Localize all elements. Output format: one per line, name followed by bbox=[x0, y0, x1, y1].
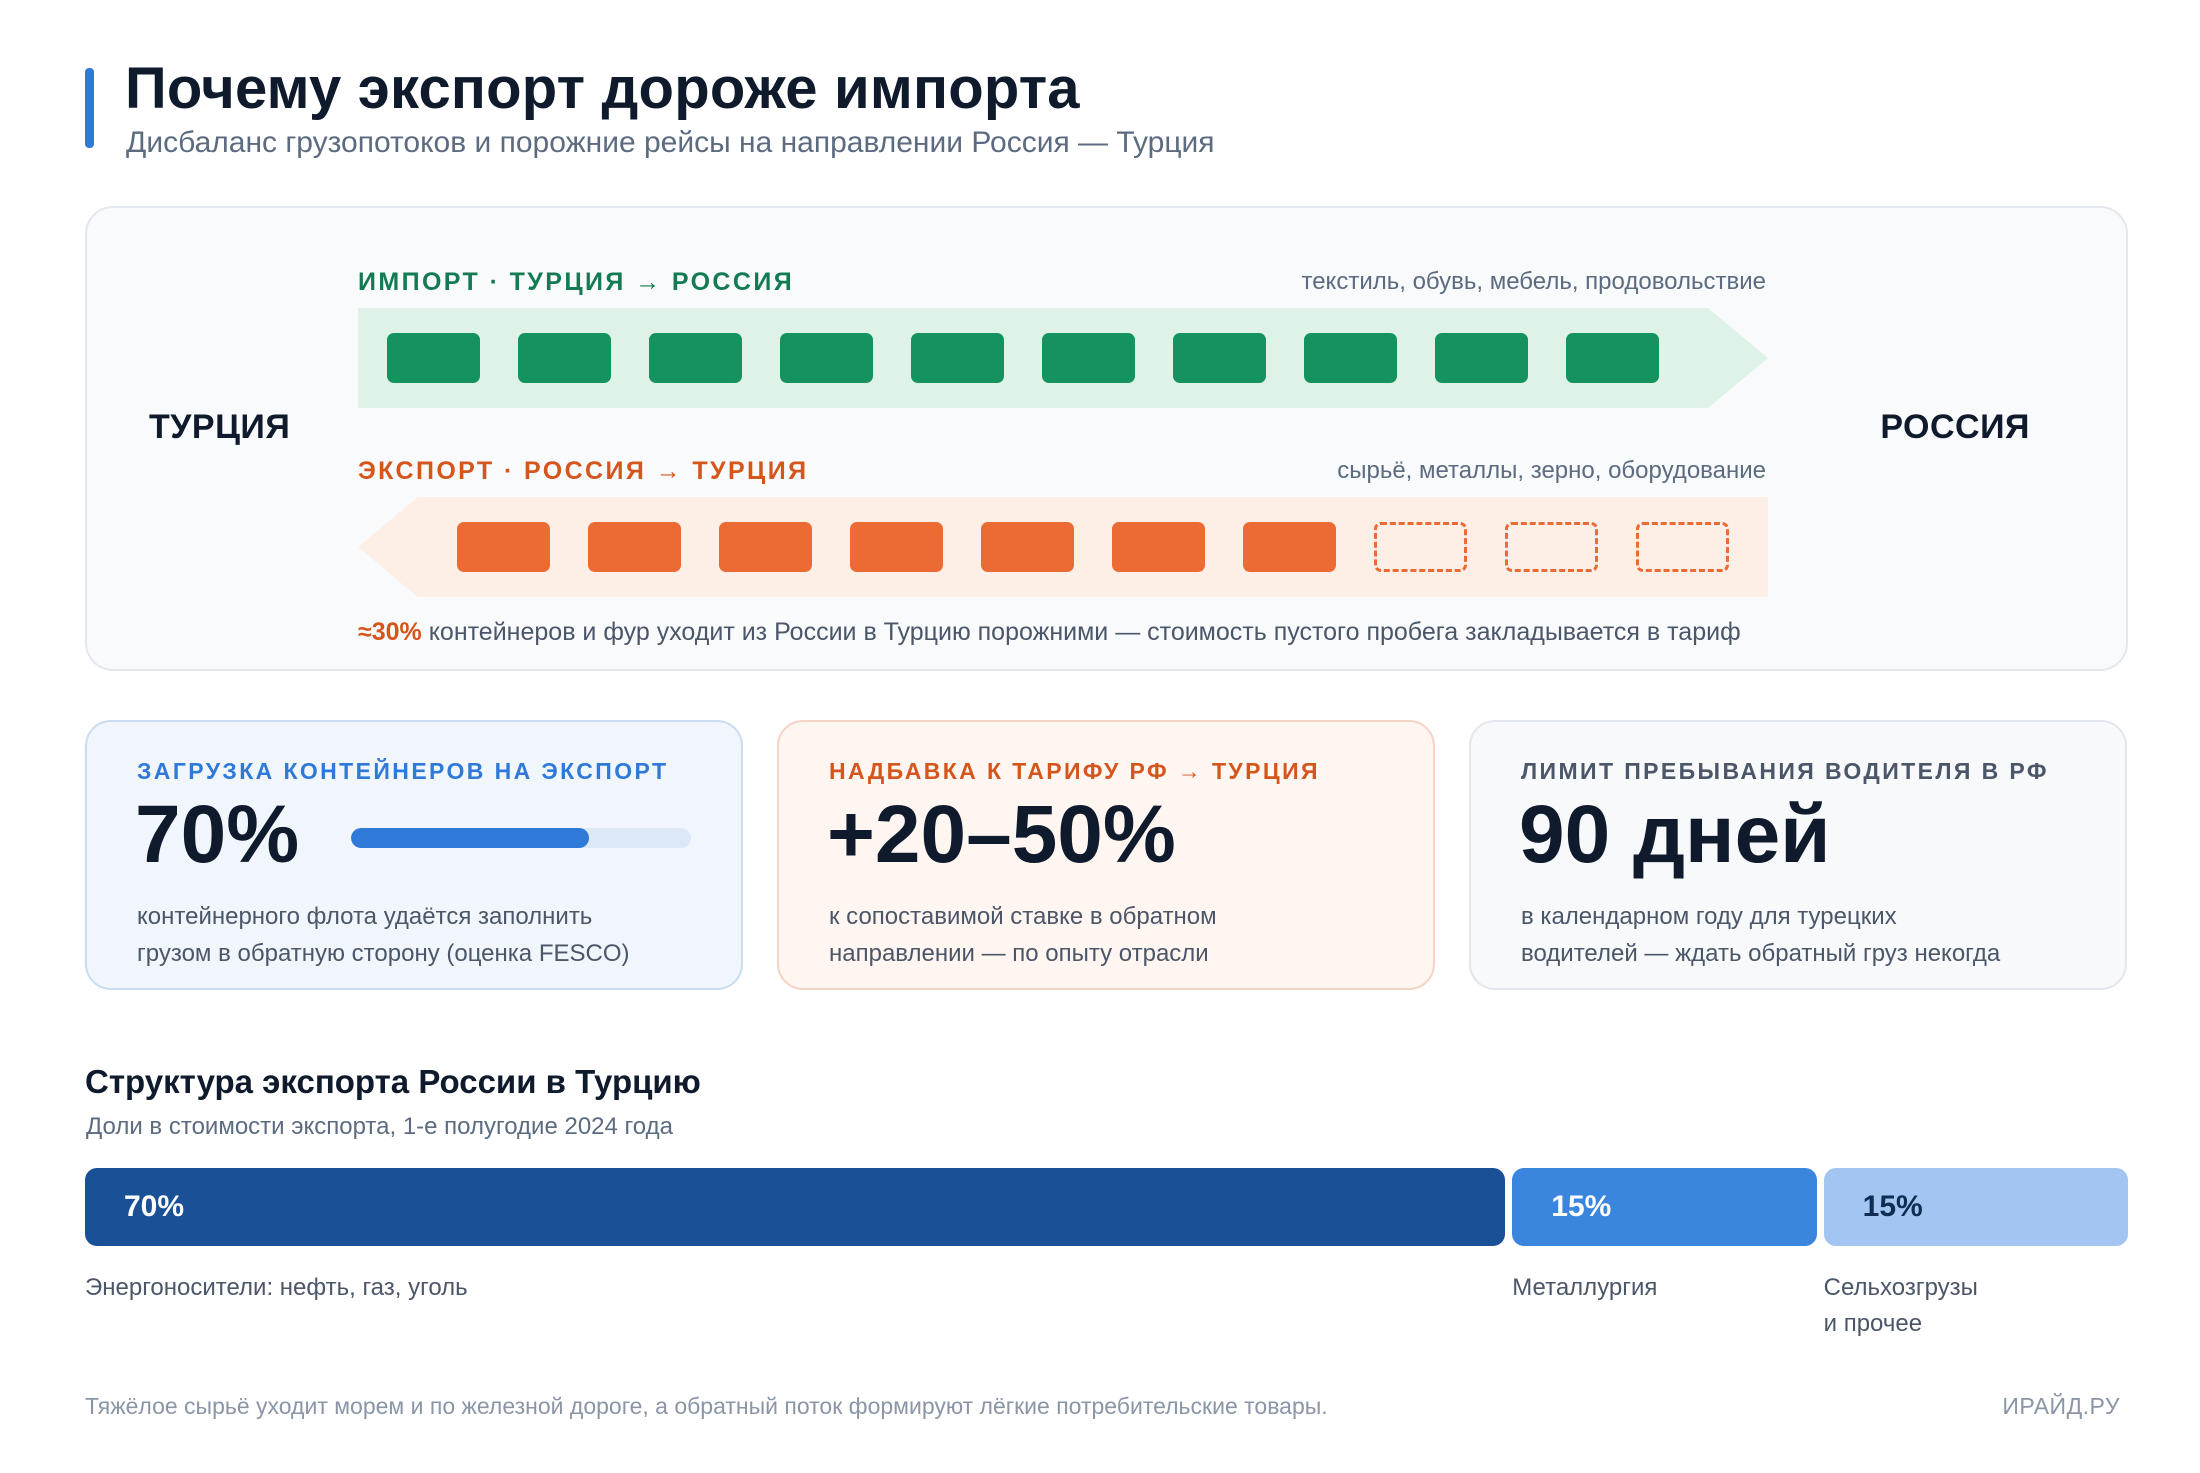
stat-card-description-line: водителей — ждать обратный груз некогда bbox=[1521, 940, 2001, 967]
stat-card-driver-limit: ЛИМИТ ПРЕБЫВАНИЯ ВОДИТЕЛЯ В РФ 90 дней в… bbox=[1469, 720, 2127, 990]
trade-flow-panel: ТУРЦИЯ РОССИЯ ИМПОРТ · ТУРЦИЯ → РОССИЯ т… bbox=[85, 206, 2128, 671]
import-container-box bbox=[518, 333, 611, 383]
export-lane-title: ЭКСПОРТ · РОССИЯ → ТУРЦИЯ bbox=[358, 457, 809, 485]
stat-card-label: НАДБАВКА К ТАРИФУ РФ → ТУРЦИЯ bbox=[829, 758, 1320, 784]
export-share-value: 15% bbox=[1551, 1190, 1612, 1223]
import-container-box bbox=[1173, 333, 1266, 383]
stat-card-description-line: в календарном году для турецких bbox=[1521, 903, 1897, 930]
export-share-label: Металлургия bbox=[1512, 1270, 1657, 1306]
export-container-box bbox=[1112, 522, 1205, 572]
stat-card-description: контейнерного флота удаётся заполнить гр… bbox=[137, 898, 717, 972]
export-share-label: Энергоносители: нефть, газ, уголь bbox=[85, 1270, 468, 1306]
brand-label: ИРАЙД.РУ bbox=[2002, 1393, 2120, 1419]
stat-card-description-line: к сопоставимой ставке в обратном bbox=[829, 903, 1217, 930]
export-share-segment: 15% bbox=[1512, 1168, 1817, 1246]
empty-container-box bbox=[1505, 522, 1598, 572]
export-share-value: 70% bbox=[124, 1190, 185, 1223]
destination-label-russia: РОССИЯ bbox=[1880, 408, 2030, 446]
empty-runs-share: ≈30% bbox=[358, 618, 422, 646]
export-share-value: 15% bbox=[1862, 1190, 1923, 1223]
origin-label-turkey: ТУРЦИЯ bbox=[149, 408, 291, 446]
import-container-box bbox=[1435, 333, 1528, 383]
export-container-box bbox=[719, 522, 812, 572]
export-share-label-line: Энергоносители: нефть, газ, уголь bbox=[85, 1274, 468, 1301]
stat-card-description-line: направлении — по опыту отрасли bbox=[829, 940, 1209, 967]
export-share-label-line: Металлургия bbox=[1512, 1274, 1658, 1301]
stat-card-value: 70% bbox=[135, 789, 300, 880]
stat-card-export-load: ЗАГРУЗКА КОНТЕЙНЕРОВ НА ЭКСПОРТ 70% конт… bbox=[85, 720, 743, 990]
import-container-box bbox=[387, 333, 480, 383]
export-container-box bbox=[588, 522, 681, 572]
empty-container-box bbox=[1374, 522, 1467, 572]
export-container-box bbox=[457, 522, 550, 572]
import-lane-title: ИМПОРТ · ТУРЦИЯ → РОССИЯ bbox=[358, 268, 795, 296]
empty-runs-note: ≈30% контейнеров и фур уходит из России … bbox=[358, 618, 1741, 647]
export-lane-goods: сырьё, металлы, зерно, оборудование bbox=[1337, 457, 1766, 484]
stat-card-tariff-markup: НАДБАВКА К ТАРИФУ РФ → ТУРЦИЯ +20–50% к … bbox=[777, 720, 1435, 990]
export-container-box bbox=[850, 522, 943, 572]
stat-card-value: +20–50% bbox=[827, 789, 1176, 880]
page-title: Почему экспорт дороже импорта bbox=[125, 56, 1080, 121]
stat-card-value: 90 дней bbox=[1519, 789, 1831, 880]
export-container-box bbox=[981, 522, 1074, 572]
stat-card-label: ЗАГРУЗКА КОНТЕЙНЕРОВ НА ЭКСПОРТ bbox=[137, 758, 669, 784]
stat-card-label: ЛИМИТ ПРЕБЫВАНИЯ ВОДИТЕЛЯ В РФ bbox=[1521, 758, 2049, 784]
import-container-box bbox=[1566, 333, 1659, 383]
stat-card-description: в календарном году для турецких водителе… bbox=[1521, 898, 2101, 972]
export-share-label-line: Сельхозгрузы bbox=[1823, 1274, 1978, 1301]
import-lane bbox=[358, 308, 1768, 408]
import-container-box bbox=[780, 333, 873, 383]
stat-card-description-line: контейнерного флота удаётся заполнить bbox=[137, 903, 593, 930]
stat-card-description-line: грузом в обратную сторону (оценка FESCO) bbox=[137, 940, 630, 967]
export-load-progress-bar bbox=[351, 828, 691, 848]
export-container-box bbox=[1243, 522, 1336, 572]
import-container-box bbox=[1042, 333, 1135, 383]
empty-container-box bbox=[1636, 522, 1729, 572]
import-lane-goods: текстиль, обувь, мебель, продовольствие bbox=[1301, 268, 1766, 295]
footer-note: Тяжёлое сырьё уходит морем и по железной… bbox=[85, 1393, 1328, 1419]
empty-runs-text: контейнеров и фур уходит из России в Тур… bbox=[421, 618, 1741, 646]
export-share-label: Сельхозгрузы и прочее bbox=[1824, 1270, 1978, 1342]
export-load-progress-fill bbox=[351, 828, 589, 848]
export-structure-subtitle: Доли в стоимости экспорта, 1-е полугодие… bbox=[86, 1113, 673, 1140]
export-lane bbox=[358, 497, 1768, 597]
title-accent-bar bbox=[85, 68, 94, 148]
export-share-segment: 70% bbox=[85, 1168, 1506, 1246]
import-container-box bbox=[649, 333, 742, 383]
import-container-box bbox=[1304, 333, 1397, 383]
export-share-label-line: и прочее bbox=[1823, 1310, 1923, 1337]
page-subtitle: Дисбаланс грузопотоков и порожние рейсы … bbox=[126, 126, 1215, 159]
stat-card-description: к сопоставимой ставке в обратном направл… bbox=[829, 898, 1409, 972]
export-share-segment: 15% bbox=[1823, 1168, 2128, 1246]
import-container-box bbox=[911, 333, 1004, 383]
export-structure-title: Структура экспорта России в Турцию bbox=[85, 1063, 701, 1100]
